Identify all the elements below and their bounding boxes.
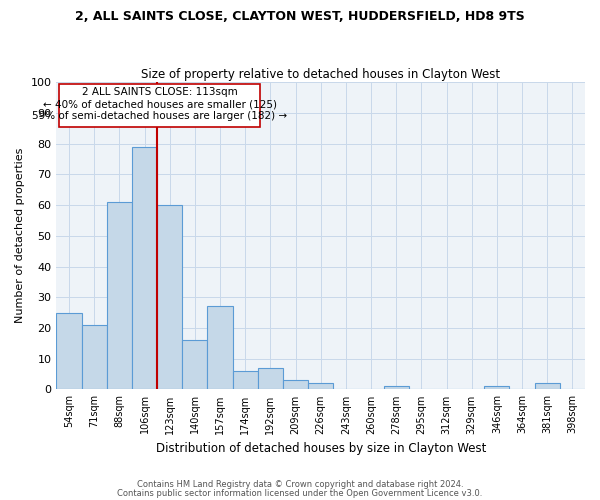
Bar (107, 202, 132, 390)
Bar (283, 380, 308, 390)
Bar (208, 306, 233, 390)
Bar (132, 146, 157, 390)
Bar (484, 386, 509, 390)
Y-axis label: Number of detached properties: Number of detached properties (15, 148, 25, 324)
Bar (182, 340, 208, 390)
Title: Size of property relative to detached houses in Clayton West: Size of property relative to detached ho… (141, 68, 500, 81)
Text: Contains HM Land Registry data © Crown copyright and database right 2024.: Contains HM Land Registry data © Crown c… (137, 480, 463, 489)
Text: Contains public sector information licensed under the Open Government Licence v3: Contains public sector information licen… (118, 488, 482, 498)
Bar (233, 371, 258, 390)
Text: 2, ALL SAINTS CLOSE, CLAYTON WEST, HUDDERSFIELD, HD8 9TS: 2, ALL SAINTS CLOSE, CLAYTON WEST, HUDDE… (75, 10, 525, 23)
Bar (383, 386, 409, 390)
Text: ← 40% of detached houses are smaller (125): ← 40% of detached houses are smaller (12… (43, 99, 277, 109)
Bar (157, 205, 182, 390)
Text: 2 ALL SAINTS CLOSE: 113sqm: 2 ALL SAINTS CLOSE: 113sqm (82, 87, 238, 97)
Bar (258, 368, 283, 390)
FancyBboxPatch shape (59, 84, 260, 126)
Bar (82, 325, 107, 390)
Text: 59% of semi-detached houses are larger (182) →: 59% of semi-detached houses are larger (… (32, 112, 287, 122)
Bar (56, 312, 82, 390)
Bar (308, 384, 333, 390)
X-axis label: Distribution of detached houses by size in Clayton West: Distribution of detached houses by size … (155, 442, 486, 455)
Bar (535, 384, 560, 390)
